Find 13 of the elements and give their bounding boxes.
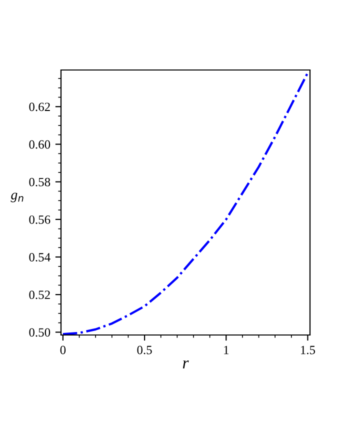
y-tick-label: 0.54: [29, 253, 50, 262]
y-tick-label: 0.62: [29, 102, 50, 112]
x-tick-label: 1: [224, 346, 229, 354]
x-tick-label: 0.5: [137, 346, 152, 354]
x-tick-label: 1.5: [301, 346, 316, 354]
y-axis-title: g$_{n}$: [10, 192, 24, 202]
y-tick-label: 0.52: [29, 290, 50, 300]
y-tick-label: 0.50: [29, 328, 50, 337]
y-tick-label: 0.60: [29, 140, 50, 149]
y-tick-label: 0.58: [29, 178, 50, 186]
y-tick-label: 0.56: [29, 215, 50, 224]
x-tick-label: 0: [60, 346, 66, 354]
x-axis-title: r: [182, 360, 189, 368]
